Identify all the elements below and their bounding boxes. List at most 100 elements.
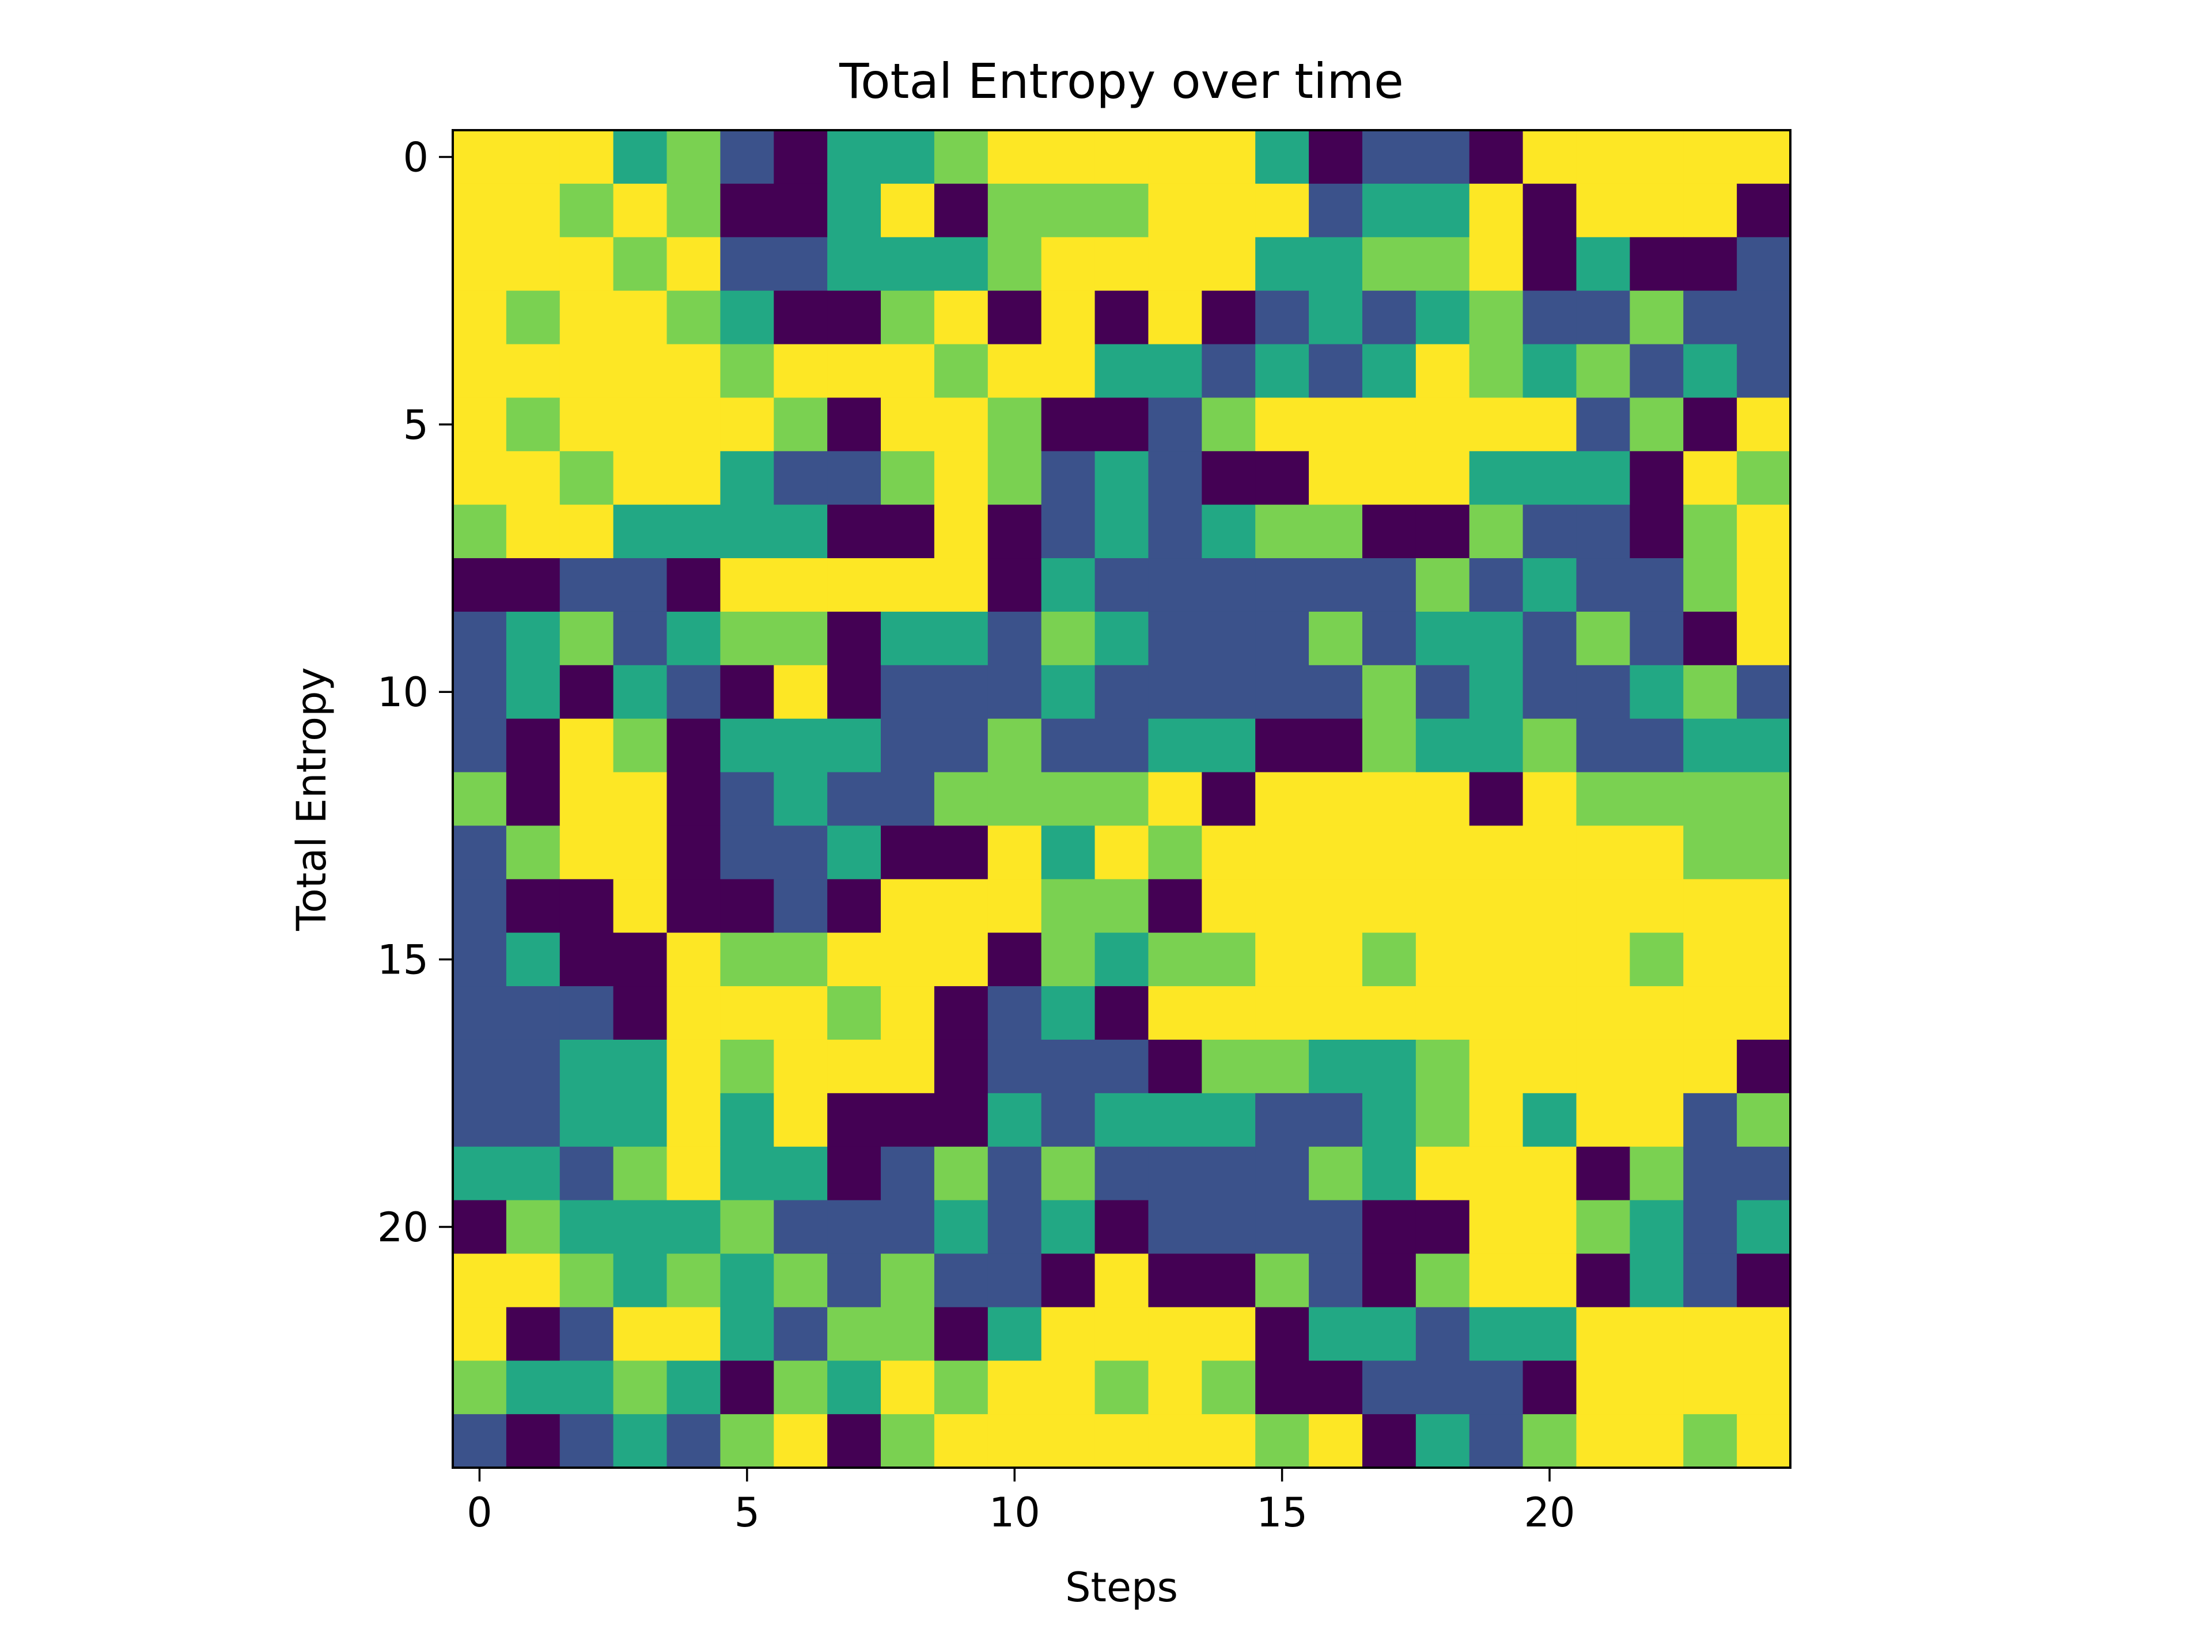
heatmap-cell [1469,290,1524,345]
heatmap-cell [1094,986,1149,1040]
heatmap-cell [506,879,560,933]
heatmap-cell [453,1307,507,1361]
heatmap-cell [1522,825,1577,880]
heatmap-cell [827,397,881,452]
heatmap-cell [1148,397,1202,452]
heatmap-cell [1309,879,1363,933]
heatmap-cell [881,1093,935,1147]
heatmap-cell [1309,611,1363,666]
heatmap-cell [1148,1146,1202,1201]
heatmap-cell [1309,1414,1363,1468]
heatmap-cell [559,237,614,291]
heatmap-cell [1094,772,1149,827]
heatmap-cell [1094,1253,1149,1308]
heatmap-cell [453,130,507,184]
heatmap-cell [987,933,1042,987]
heatmap-cell [559,1146,614,1201]
heatmap-cell [613,290,668,345]
heatmap-cell [987,1146,1042,1201]
heatmap-cell [1576,505,1630,559]
heatmap-cell [881,1039,935,1094]
heatmap-cell [1148,1307,1202,1361]
heatmap-cell [453,344,507,398]
heatmap-cell [1630,986,1684,1040]
heatmap-cell [774,183,828,238]
heatmap-cell [613,451,668,505]
heatmap-cell [1362,237,1416,291]
heatmap-cell [1630,1146,1684,1201]
heatmap-cell [827,933,881,987]
heatmap-cell [1362,986,1416,1040]
heatmap-cell [1522,1200,1577,1255]
heatmap-cell [1469,825,1524,880]
heatmap-cell [774,1253,828,1308]
heatmap-cell [1630,1361,1684,1415]
heatmap-cell [1522,397,1577,452]
heatmap-cell [827,1039,881,1094]
heatmap-cell [1683,451,1737,505]
heatmap-cell [1094,451,1149,505]
heatmap-cell [1041,718,1096,773]
y-axis-label: Total Entropy [288,667,335,931]
heatmap-cell [559,1200,614,1255]
heatmap-cell [1415,1093,1470,1147]
heatmap-cell [1094,1093,1149,1147]
heatmap-cell [1576,1307,1630,1361]
heatmap-cell [1415,397,1470,452]
heatmap-cell [1202,558,1256,612]
heatmap-cell [1576,772,1630,827]
heatmap-cell [1522,1093,1577,1147]
heatmap-cell [1362,1253,1416,1308]
heatmap-cell [1094,290,1149,345]
heatmap-cell [1041,505,1096,559]
heatmap-cell [1309,718,1363,773]
heatmap-cell [613,1146,668,1201]
heatmap-cell [881,1146,935,1201]
heatmap-cell [453,1146,507,1201]
heatmap-cell [774,558,828,612]
heatmap-cell [506,1361,560,1415]
heatmap-cell [1202,344,1256,398]
heatmap-cell [506,772,560,827]
heatmap-cell [666,1253,721,1308]
heatmap-cell [559,1307,614,1361]
heatmap-cell [506,451,560,505]
heatmap-cell [1041,1361,1096,1415]
heatmap-cell [1576,130,1630,184]
heatmap-cell [774,237,828,291]
heatmap-cell [1255,611,1309,666]
heatmap-cell [987,290,1042,345]
heatmap-cell [666,611,721,666]
heatmap-cell [827,451,881,505]
heatmap-cell [1737,344,1791,398]
heatmap-cell [1522,879,1577,933]
heatmap-cell [1041,611,1096,666]
heatmap-cell [1469,130,1524,184]
heatmap-cell [720,1039,774,1094]
heatmap-cell [1094,505,1149,559]
heatmap-cell [1576,825,1630,880]
heatmap-cell [613,665,668,719]
heatmap-cell [1041,933,1096,987]
heatmap-cell [1309,397,1363,452]
heatmap-cell [1737,1414,1791,1468]
heatmap-cell [1255,986,1309,1040]
heatmap-cell [506,718,560,773]
heatmap-cell [1683,718,1737,773]
heatmap-cell [506,1093,560,1147]
heatmap-cell [1576,1200,1630,1255]
heatmap-cell [1362,933,1416,987]
heatmap-cell [1415,1307,1470,1361]
heatmap-cell [613,718,668,773]
heatmap-cell [720,1253,774,1308]
heatmap-cell [613,1361,668,1415]
heatmap-cell [1362,1200,1416,1255]
heatmap-cell [720,1414,774,1468]
heatmap-cell [506,397,560,452]
heatmap-cell [1683,933,1737,987]
heatmap-cell [1202,1414,1256,1468]
heatmap-cell [720,505,774,559]
heatmap-cell [666,1307,721,1361]
heatmap-cell [1255,451,1309,505]
heatmap-cell [1522,933,1577,987]
